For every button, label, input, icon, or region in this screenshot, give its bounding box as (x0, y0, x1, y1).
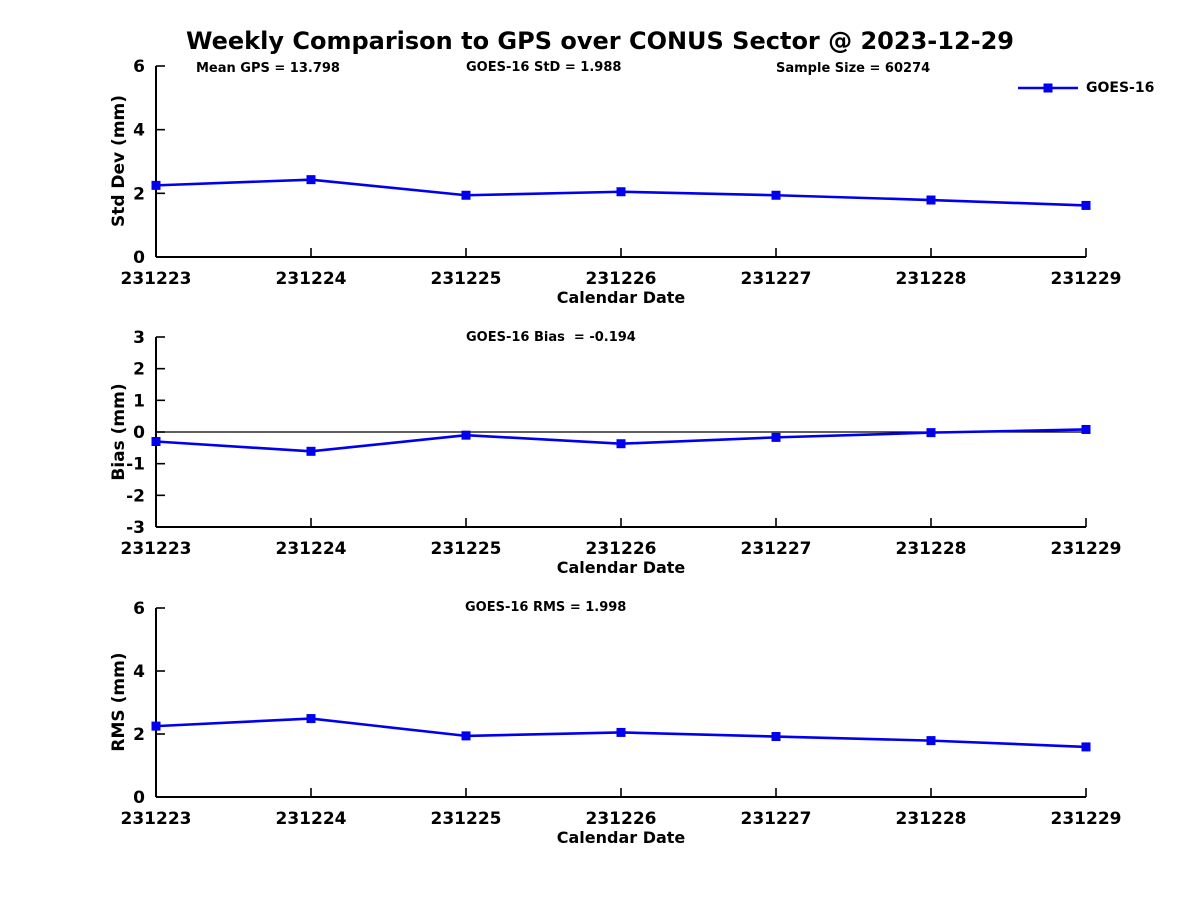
y-tick-label: 2 (133, 360, 145, 380)
page-title: Weekly Comparison to GPS over CONUS Sect… (185, 27, 1014, 55)
data-point-marker (926, 736, 936, 746)
data-point-marker (771, 732, 781, 742)
data-point-marker (151, 437, 161, 446)
x-tick-label: 231226 (586, 269, 657, 289)
data-point-marker (461, 430, 471, 440)
x-tick-label: 231229 (1051, 269, 1122, 289)
y-tick-label: 0 (133, 248, 145, 268)
legend-square-marker-icon (1043, 83, 1053, 93)
data-point-marker (616, 727, 626, 737)
y-tick-label: 6 (133, 57, 145, 77)
x-tick-label: 231228 (896, 809, 967, 829)
x-tick-label: 231223 (121, 539, 192, 559)
y-tick-label: 0 (133, 788, 145, 808)
data-point-marker (461, 190, 471, 200)
data-point-marker (151, 721, 161, 731)
x-tick-label: 231224 (276, 539, 347, 559)
y-tick-label: -1 (126, 455, 145, 475)
annotation-goes16-rms: GOES-16 RMS = 1.998 (465, 600, 627, 615)
y-tick-label: 2 (133, 725, 145, 745)
y-tick-label: -2 (126, 486, 145, 506)
y-tick-label: 0 (133, 423, 145, 443)
x-tick-label: 231227 (741, 269, 812, 289)
x-tick-label: 231229 (1051, 809, 1122, 829)
data-point-marker (1081, 200, 1091, 210)
y-tick-label: 4 (133, 121, 145, 141)
x-tick-label: 231225 (431, 539, 502, 559)
data-point-marker (461, 731, 471, 741)
x-tick-label: 231226 (586, 809, 657, 829)
x-tick-label: 231225 (431, 809, 502, 829)
x-axis-label-2: Calendar Date (556, 558, 686, 577)
data-point-marker (616, 187, 626, 197)
annotation-mean-gps: Mean GPS = 13.798 (196, 61, 340, 76)
data-point-marker (306, 175, 316, 185)
data-point-marker (1081, 424, 1091, 434)
data-point-marker (771, 432, 781, 442)
x-tick-label: 231224 (276, 809, 347, 829)
y-tick-label: 6 (133, 599, 145, 619)
x-tick-label: 231224 (276, 269, 347, 289)
x-tick-label: 231228 (896, 269, 967, 289)
data-point-marker (771, 190, 781, 200)
x-axis-label-3: Calendar Date (556, 828, 686, 847)
x-tick-label: 231225 (431, 269, 502, 289)
legend: GOES-16 (1016, 78, 1154, 98)
y-tick-label: 4 (133, 662, 145, 682)
data-point-marker (926, 428, 936, 438)
legend-label: GOES-16 (1086, 80, 1155, 96)
annotation-sample-size: Sample Size = 60274 (776, 61, 931, 76)
x-tick-label: 231223 (121, 809, 192, 829)
y-tick-label: 3 (133, 328, 145, 348)
x-tick-label: 231226 (586, 539, 657, 559)
annotation-goes16-bias: GOES-16 Bias = -0.194 (466, 330, 636, 345)
x-tick-label: 231227 (741, 539, 812, 559)
y-tick-label: 1 (133, 391, 145, 411)
x-tick-label: 231227 (741, 809, 812, 829)
x-axis-label-1: Calendar Date (556, 288, 686, 307)
x-tick-label: 231228 (896, 539, 967, 559)
data-point-marker (1081, 742, 1091, 752)
annotation-goes16-std: GOES-16 StD = 1.988 (466, 60, 622, 75)
x-tick-label: 231229 (1051, 539, 1122, 559)
y-tick-label: 2 (133, 184, 145, 204)
data-point-marker (306, 714, 316, 724)
legend-line-marker-icon (1018, 83, 1078, 93)
x-tick-label: 231223 (121, 269, 192, 289)
data-point-marker (616, 439, 626, 449)
data-point-marker (926, 195, 936, 205)
data-point-marker (306, 446, 316, 456)
y-tick-label: -3 (126, 518, 145, 538)
data-point-marker (151, 180, 161, 190)
